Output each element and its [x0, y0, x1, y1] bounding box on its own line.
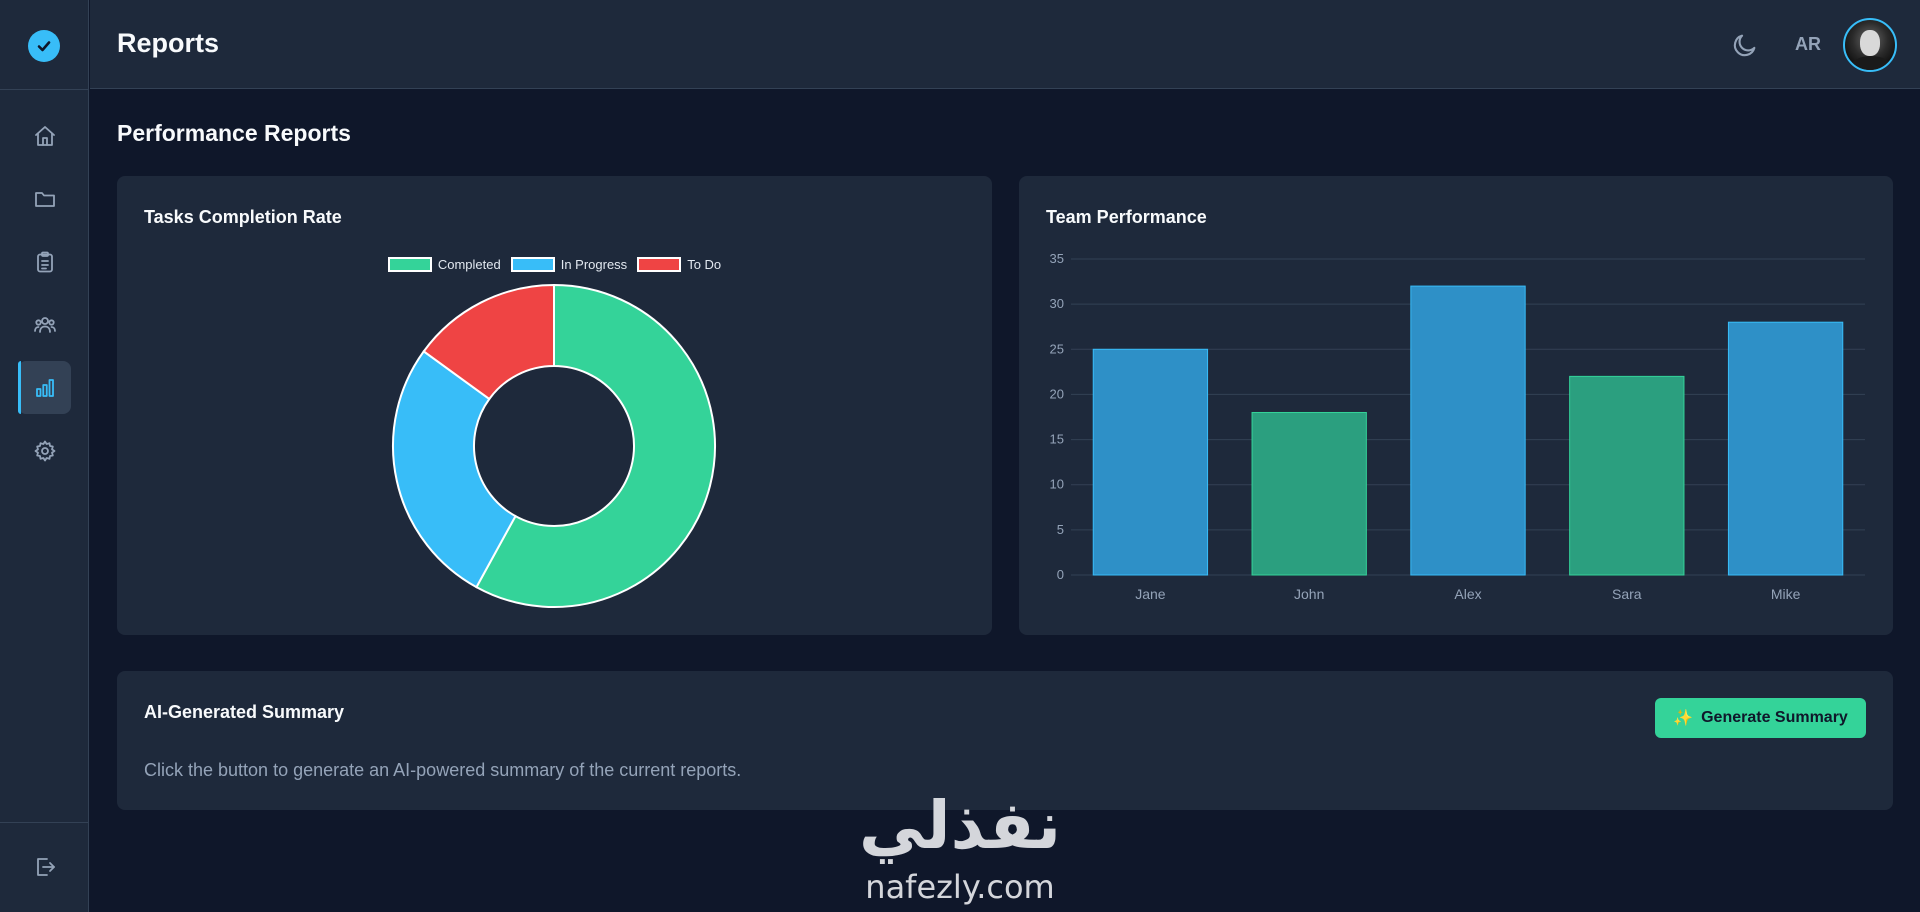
donut-slice-in-progress[interactable]: [392, 349, 517, 589]
generate-summary-label: Generate Summary: [1701, 709, 1848, 726]
bar-mike[interactable]: [1727, 321, 1844, 576]
sidebar-item-settings[interactable]: [18, 424, 71, 477]
language-toggle[interactable]: AR: [1795, 34, 1821, 54]
donut-slice-completed[interactable]: [475, 283, 716, 608]
y-tick-label: 5: [1057, 522, 1064, 537]
clipboard-icon: [36, 251, 53, 272]
donut-legend: Completed In Progress To Do: [117, 257, 992, 272]
legend-swatch-in-progress: [510, 257, 555, 272]
x-tick-label-john: John: [1294, 586, 1324, 602]
y-tick-label: 30: [1050, 296, 1064, 311]
app-logo-check-icon[interactable]: [28, 30, 60, 62]
legend-swatch-completed: [387, 257, 432, 272]
bar-chart-icon: [35, 378, 54, 397]
x-tick-label-sara: Sara: [1612, 586, 1642, 602]
tasks-completion-title: Tasks Completion Rate: [144, 207, 342, 227]
theme-toggle-moon-icon[interactable]: [1731, 31, 1759, 59]
sidebar-item-projects[interactable]: [18, 172, 71, 225]
sparkle-icon: ✨: [1673, 710, 1694, 727]
legend-swatch-to-do: [637, 257, 682, 272]
summary-text: Click the button to generate an AI-power…: [144, 760, 742, 780]
gear-icon: [34, 440, 55, 461]
legend-label-to-do: To Do: [687, 257, 722, 272]
sidebar-item-team[interactable]: [18, 298, 71, 351]
x-tick-label-mike: Mike: [1771, 586, 1801, 602]
bar-jane[interactable]: [1092, 348, 1209, 576]
bar-sara[interactable]: [1569, 375, 1685, 576]
donut-chart: [392, 283, 716, 608]
folder-icon: [34, 191, 55, 207]
header-title: Reports: [117, 28, 220, 58]
ai-summary-title: AI-Generated Summary: [144, 702, 345, 722]
watermark-arabic: نفذلي: [859, 787, 1061, 864]
y-tick-label: 25: [1050, 341, 1064, 356]
sidebar-item-home[interactable]: [18, 109, 71, 162]
y-tick-label: 0: [1057, 567, 1064, 582]
y-tick-label: 35: [1050, 251, 1064, 266]
x-tick-label-jane: Jane: [1135, 586, 1166, 602]
sidebar-item-tasks[interactable]: [18, 235, 71, 288]
bar-john[interactable]: [1251, 411, 1367, 576]
legend-label-completed: Completed: [437, 257, 501, 272]
generate-summary-button[interactable]: ✨ Generate Summary: [1655, 698, 1866, 738]
team-performance-card: Team Performance 0 5 10 15 20 25 30 35 Jane John A…: [1019, 176, 1893, 635]
logout-button[interactable]: [18, 840, 71, 893]
y-tick-label: 10: [1050, 477, 1064, 492]
users-icon: [33, 316, 56, 333]
watermark-latin: nafezly.com: [865, 868, 1055, 906]
top-header: Reports AR: [90, 0, 1920, 89]
page-title: Performance Reports: [117, 120, 351, 146]
tasks-completion-card: Tasks Completion Rate Completed In Progr…: [117, 176, 992, 635]
bar-alex[interactable]: [1410, 285, 1526, 576]
legend-item-completed[interactable]: Completed: [387, 257, 501, 272]
donut-slice-to-do[interactable]: [422, 283, 555, 401]
user-avatar[interactable]: [1843, 18, 1897, 72]
legend-item-to-do[interactable]: To Do: [637, 257, 721, 272]
home-icon: [34, 125, 55, 146]
legend-label-in-progress: In Progress: [560, 257, 628, 272]
sidebar-divider: [0, 89, 89, 90]
sidebar-item-reports[interactable]: [18, 361, 71, 414]
bar-chart: 0 5 10 15 20 25 30 35 Jane John Alex Sara Mike: [1050, 251, 1865, 602]
logout-icon: [36, 857, 55, 876]
y-tick-label: 15: [1050, 432, 1064, 447]
sidebar: [0, 0, 89, 912]
sidebar-bottom-divider: [0, 822, 89, 823]
team-performance-title: Team Performance: [1046, 207, 1207, 227]
ai-summary-card: AI-Generated Summary ✨ Generate Summary …: [117, 671, 1893, 810]
x-tick-label-alex: Alex: [1454, 586, 1481, 602]
legend-item-in-progress[interactable]: In Progress: [510, 257, 628, 272]
y-tick-label: 20: [1050, 386, 1064, 401]
